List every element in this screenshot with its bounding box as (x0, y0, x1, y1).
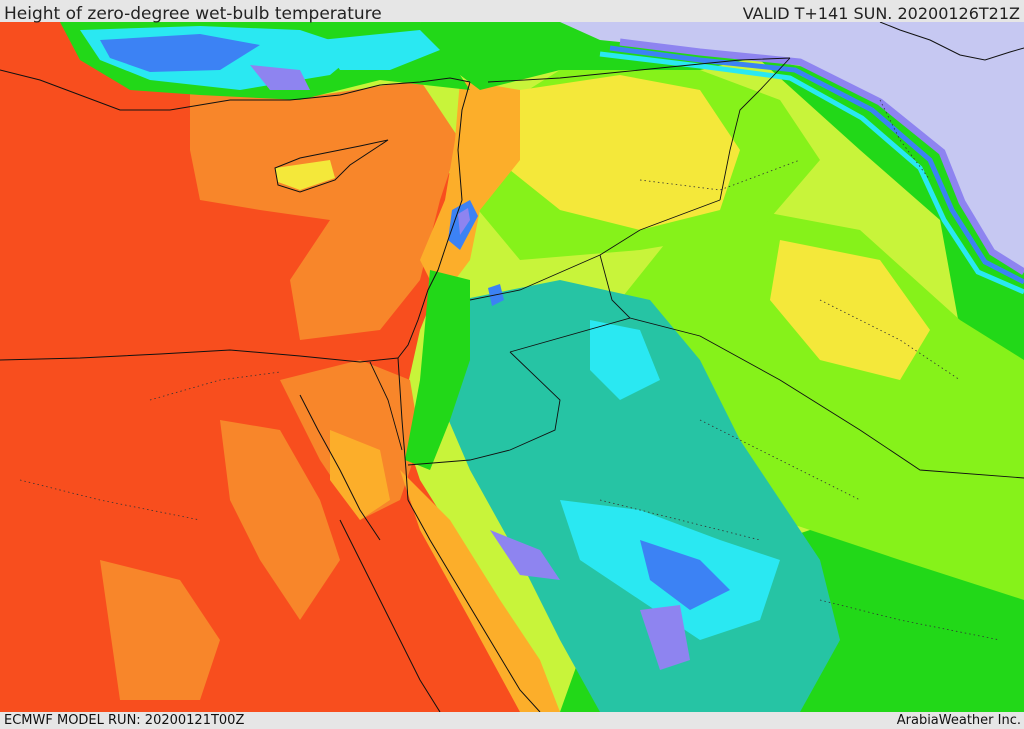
map-title: Height of zero-degree wet-bulb temperatu… (4, 4, 382, 24)
model-run-label: ECMWF MODEL RUN: 20200121T00Z (4, 713, 245, 728)
border-iraq-iran (719, 57, 791, 201)
field-ne-cyan-edge (599, 51, 1024, 295)
field-egypt-orange (220, 420, 340, 620)
header-bar: Height of zero-degree wet-bulb temperatu… (0, 0, 1024, 24)
field-arabia-cyan-2 (590, 320, 660, 400)
border-jordan-iraq (469, 254, 601, 301)
coast-turkey (0, 69, 471, 111)
border-syria-turkey (487, 57, 791, 83)
borders (369, 57, 1024, 479)
field-levant-green (405, 270, 470, 470)
border-jordan-saudi (509, 254, 631, 353)
field-turkey-cyan-2 (320, 30, 440, 70)
border-saudi-iraq (629, 317, 1024, 479)
footer-bar: ECMWF MODEL RUN: 20200121T00Z ArabiaWeat… (0, 712, 1024, 729)
coast-gulf-suez (299, 394, 381, 541)
field-sinai-amber (330, 430, 390, 520)
field-iraq-lime (620, 200, 1024, 600)
field-redsea-amber (400, 470, 560, 712)
border-egypt-israel (369, 361, 403, 451)
field-med-orange (190, 80, 460, 340)
coast-caspian (879, 22, 1024, 61)
border-jordan-saudi-south (407, 351, 561, 466)
field-lebanon-violet (458, 208, 470, 235)
field-arabia-violet-2 (640, 605, 690, 670)
field-turkey-blue (100, 34, 260, 72)
field-cyprus-yellow (275, 160, 335, 190)
coast-cyprus (274, 139, 389, 193)
map-canvas (0, 22, 1024, 712)
coast-gulf-aqaba (397, 357, 409, 501)
field-turkey-violet (250, 65, 310, 90)
field-iraq-yellow (770, 240, 930, 380)
field-ne-lavender (560, 22, 1024, 270)
border-syria-iraq (599, 199, 721, 256)
field-ne-violet-edge (619, 38, 1024, 275)
weather-map[interactable] (0, 22, 1024, 712)
internal-boundaries (19, 99, 1001, 641)
field-ne-blue-edge (609, 45, 1024, 285)
field-levant-amber (420, 80, 520, 300)
field-arabia-blue (640, 540, 730, 610)
field-arabia-violet (490, 530, 560, 580)
valid-time: VALID T+141 SUN. 20200126T21Z (742, 4, 1020, 23)
credit-label: ArabiaWeather Inc. (896, 713, 1021, 728)
coastlines (0, 22, 1024, 712)
coast-redsea-east (407, 499, 541, 712)
field-syria-yellow (510, 75, 740, 230)
coast-egypt (0, 349, 399, 363)
coast-redsea-west (339, 519, 441, 712)
coast-levant (397, 81, 471, 359)
field-egypt-orange-2 (100, 560, 220, 700)
